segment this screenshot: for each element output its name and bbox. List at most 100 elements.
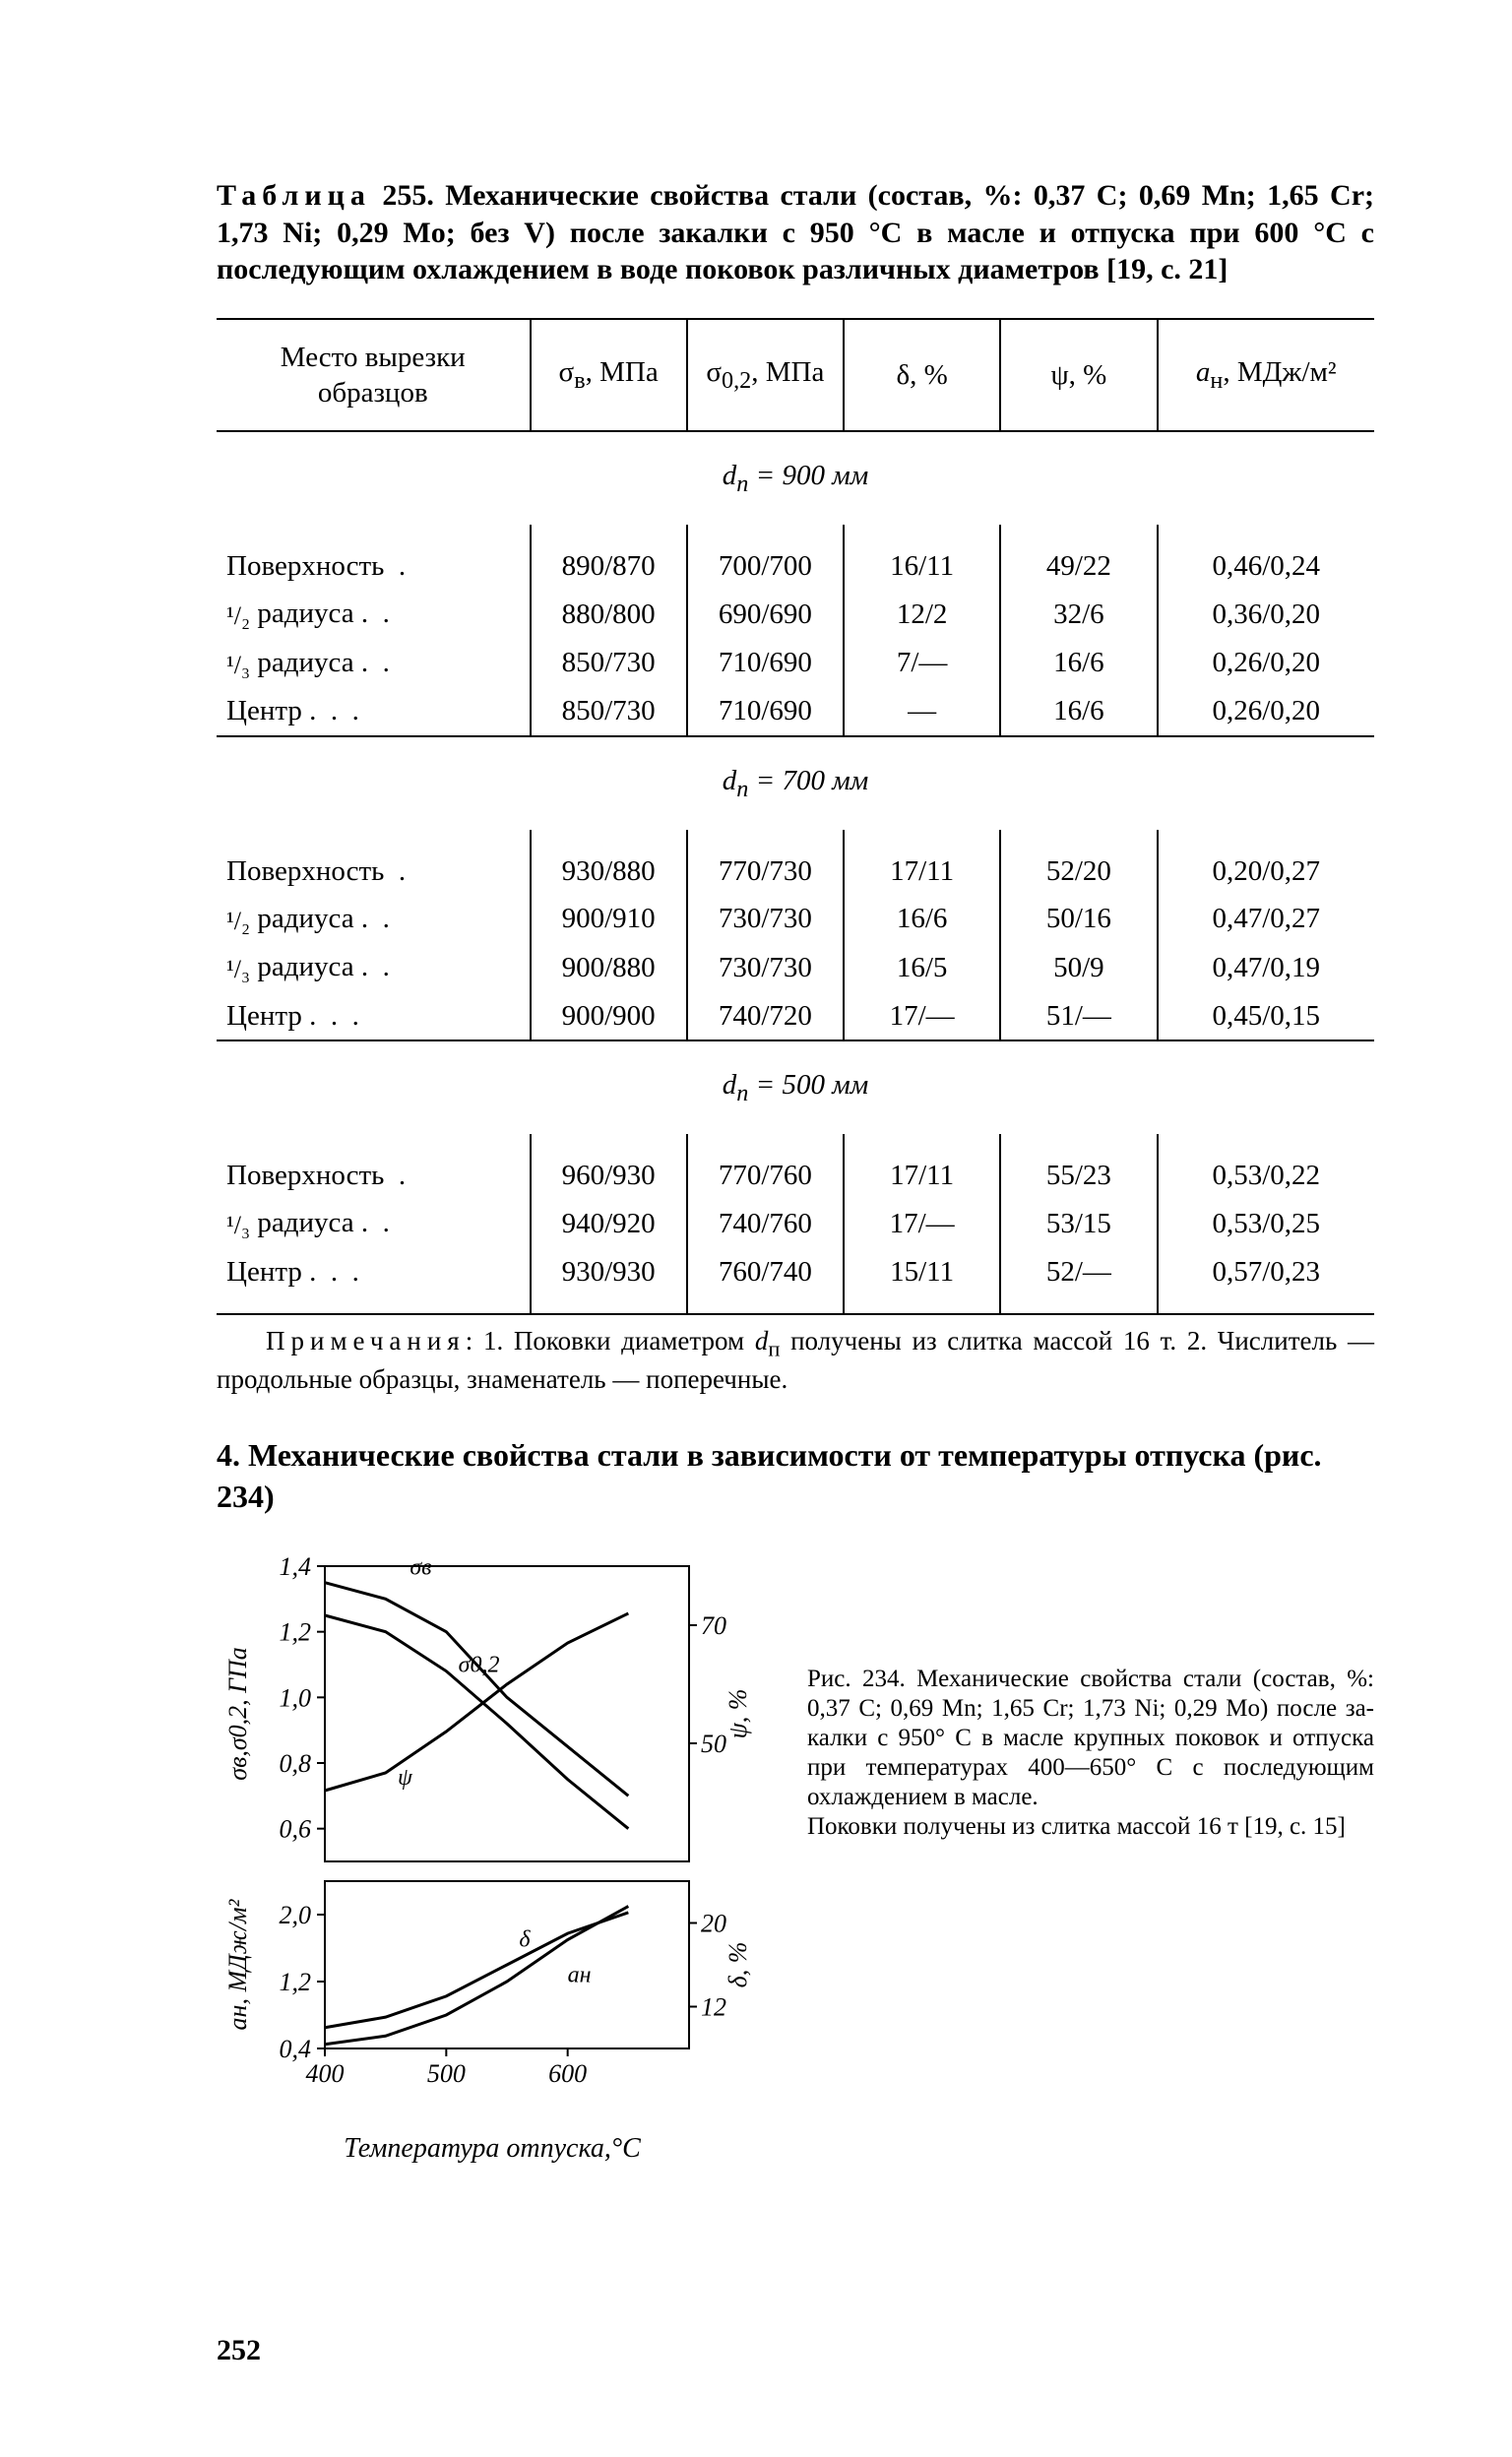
table-cell: 0,53/0,25 — [1158, 1199, 1375, 1248]
table-cell: Поверхность . — [217, 830, 531, 895]
table-cell: 900/900 — [531, 992, 687, 1040]
table-row: ¹/₂ радиуса . .880/800690/69012/232/60,3… — [217, 590, 1374, 639]
table-body: dп = 900 ммПоверхность .890/870700/70016… — [217, 431, 1374, 1314]
table-row: ¹/₂ радиуса . .900/910730/73016/650/160,… — [217, 895, 1374, 944]
svg-text:600: 600 — [548, 2059, 587, 2088]
table-cell: 17/— — [844, 1199, 1000, 1248]
table-cell: 16/5 — [844, 943, 1000, 992]
col-header: σ0,2, МПа — [687, 319, 844, 432]
table-cell: 52/— — [1000, 1248, 1157, 1314]
table-cell: 16/6 — [1000, 687, 1157, 735]
table-cell: 17/11 — [844, 830, 1000, 895]
table-cell: Центр . . . — [217, 687, 531, 735]
table-cell: 53/15 — [1000, 1199, 1157, 1248]
table-cell: 0,57/0,23 — [1158, 1248, 1375, 1314]
table-cell: ¹/₂ радиуса . . — [217, 590, 531, 639]
table-cell: 0,53/0,22 — [1158, 1134, 1375, 1199]
table-cell: 0,26/0,20 — [1158, 687, 1375, 735]
table-cell: ¹/₂ радиуса . . — [217, 895, 531, 944]
table-cell: 740/720 — [687, 992, 844, 1040]
figure-caption: Рис. 234. Механические свойства стали (с… — [807, 1665, 1374, 1842]
table-row: ¹/₃ радиуса . .900/880730/73016/550/90,4… — [217, 943, 1374, 992]
svg-text:20: 20 — [701, 1910, 726, 1938]
svg-text:0,8: 0,8 — [280, 1749, 312, 1778]
table-cell: 710/690 — [687, 687, 844, 735]
table-cell: 16/11 — [844, 525, 1000, 590]
table-row: Центр . . .850/730710/690—16/60,26/0,20 — [217, 687, 1374, 735]
table-cell: ¹/₃ радиуса . . — [217, 943, 531, 992]
svg-text:12: 12 — [701, 1993, 726, 2022]
col-header: Место вырезкиобразцов — [217, 319, 531, 432]
table-cell: 15/11 — [844, 1248, 1000, 1314]
table-row: Поверхность .960/930770/76017/1155/230,5… — [217, 1134, 1374, 1199]
table-cell: 55/23 — [1000, 1134, 1157, 1199]
svg-text:70: 70 — [701, 1611, 726, 1640]
table-cell: 960/930 — [531, 1134, 687, 1199]
table-cell: 0,47/0,19 — [1158, 943, 1375, 992]
section-heading-cell: dп = 900 мм — [217, 431, 1374, 525]
figure-chart: 4005006000,60,81,01,21,4σв,σ0,2, ГПа5070… — [217, 1546, 768, 2117]
table-cell: 940/920 — [531, 1199, 687, 1248]
svg-text:1,2: 1,2 — [280, 1618, 312, 1647]
svg-text:σв,σ0,2, ГПа: σв,σ0,2, ГПа — [223, 1648, 252, 1782]
table-cell: 49/22 — [1000, 525, 1157, 590]
table-row: Центр . . .930/930760/74015/1152/—0,57/0… — [217, 1248, 1374, 1314]
section-heading-cell: dп = 700 мм — [217, 736, 1374, 830]
table-title: Таблица 255. Механические свойства стали… — [217, 177, 1374, 288]
table-cell: 7/— — [844, 639, 1000, 688]
col-header: σв, МПа — [531, 319, 687, 432]
table-cell: Поверхность . — [217, 525, 531, 590]
svg-text:σв: σв — [410, 1555, 431, 1581]
table-row: Поверхность .930/880770/73017/1152/200,2… — [217, 830, 1374, 895]
chart-xlabel: Температура отпуска,°С — [217, 2131, 768, 2166]
col-header: ψ, % — [1000, 319, 1157, 432]
table-cell: 52/20 — [1000, 830, 1157, 895]
table-cell: 850/730 — [531, 687, 687, 735]
table-cell: 880/800 — [531, 590, 687, 639]
table-cell: 17/11 — [844, 1134, 1000, 1199]
table-cell: 900/910 — [531, 895, 687, 944]
table-cell: ¹/₃ радиуса . . — [217, 1199, 531, 1248]
table-cell: Поверхность . — [217, 1134, 531, 1199]
svg-text:aн, МДж/м²: aн, МДж/м² — [223, 1899, 252, 2031]
table-notes: Примечания: 1. Поковки диаметром dп полу… — [217, 1325, 1374, 1396]
table-cell: 760/740 — [687, 1248, 844, 1314]
table-cell: 50/9 — [1000, 943, 1157, 992]
table-row: ¹/₃ радиуса . .940/920740/76017/—53/150,… — [217, 1199, 1374, 1248]
table-cell: 730/730 — [687, 943, 844, 992]
table-cell: 0,36/0,20 — [1158, 590, 1375, 639]
svg-text:aн: aн — [568, 1963, 592, 1988]
table-cell: 900/880 — [531, 943, 687, 992]
section-heading-cell: dп = 500 мм — [217, 1040, 1374, 1134]
table-cell: 930/930 — [531, 1248, 687, 1314]
svg-text:σ0,2: σ0,2 — [459, 1653, 500, 1678]
table-row: ¹/₃ радиуса . .850/730710/6907/—16/60,26… — [217, 639, 1374, 688]
col-header: aн, МДж/м² — [1158, 319, 1375, 432]
svg-text:1,2: 1,2 — [280, 1968, 312, 1996]
table-cell: 17/— — [844, 992, 1000, 1040]
table-cell: 890/870 — [531, 525, 687, 590]
section-heading: 4. Механические свойства стали в зависим… — [217, 1435, 1374, 1517]
svg-text:400: 400 — [306, 2059, 345, 2088]
table-cell: Центр . . . — [217, 1248, 531, 1314]
table-cell: 16/6 — [844, 895, 1000, 944]
svg-text:0,4: 0,4 — [280, 2035, 312, 2063]
svg-text:δ: δ — [519, 1927, 531, 1953]
table-cell: 50/16 — [1000, 895, 1157, 944]
table-cell: — — [844, 687, 1000, 735]
table-cell: 0,47/0,27 — [1158, 895, 1375, 944]
table-cell: 0,45/0,15 — [1158, 992, 1375, 1040]
table-cell: 690/690 — [687, 590, 844, 639]
table-cell: 0,26/0,20 — [1158, 639, 1375, 688]
table-cell: 0,20/0,27 — [1158, 830, 1375, 895]
svg-text:δ, %: δ, % — [724, 1942, 752, 1988]
table-cell: 850/730 — [531, 639, 687, 688]
table-cell: 0,46/0,24 — [1158, 525, 1375, 590]
data-table: Место вырезкиобразцов σв, МПа σ0,2, МПа … — [217, 318, 1374, 1316]
table-cell: 700/700 — [687, 525, 844, 590]
svg-text:1,4: 1,4 — [280, 1552, 312, 1581]
svg-text:0,6: 0,6 — [280, 1815, 312, 1844]
svg-text:1,0: 1,0 — [280, 1684, 312, 1713]
table-cell: 770/730 — [687, 830, 844, 895]
table-cell: 740/760 — [687, 1199, 844, 1248]
